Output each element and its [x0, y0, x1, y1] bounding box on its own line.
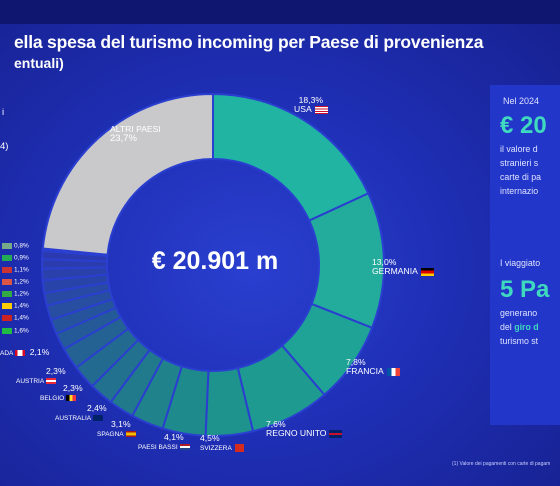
small-value: 1,1%: [14, 266, 29, 274]
small-value: 1,6%: [14, 327, 29, 335]
label-francia: 7,8% FRANCIA: [346, 357, 400, 377]
info-value: € 20: [500, 112, 547, 139]
label-spagna-value: 3,1%: [111, 419, 131, 429]
info-line-1: il valore d: [500, 144, 538, 154]
small-value: 1,4%: [14, 302, 29, 310]
info-line2-3: turismo st: [500, 336, 539, 346]
label-altri-paesi-value: 23,7%: [110, 133, 137, 145]
belgium-flag-icon: [66, 394, 77, 401]
small-flag-icon: [2, 243, 12, 249]
info-intro: I viaggiato: [500, 258, 541, 268]
info-line-2: stranieri s: [500, 158, 539, 168]
small-label-8: 1,6%: [0, 328, 29, 336]
label-svizzera: 4,5% SVIZZERA: [200, 433, 244, 453]
label-belgio-name: BELGIO: [40, 395, 65, 403]
info-big: 5 Pa: [500, 276, 550, 303]
france-flag-icon: [386, 367, 400, 376]
footnote: (1) Valore dei pagamenti con carte di pa…: [452, 461, 551, 467]
label-regno-unito: 7,6% REGNO UNITO: [266, 419, 343, 439]
small-label-3: 1,1%: [0, 267, 29, 275]
small-flag-icon: [2, 291, 12, 297]
label-paesi-bassi-name: PAESI BASSI: [138, 444, 178, 452]
label-germania-value: 13,0%: [372, 257, 397, 267]
donut-slice-usa: [212, 92, 370, 222]
info-panel: [490, 85, 560, 425]
spain-flag-icon: [125, 430, 136, 437]
page-title: ella spesa del turismo incoming per Paes…: [14, 32, 484, 52]
label-belgio: 2,3% BELGIO: [40, 383, 83, 403]
label-paesi-bassi-value: 4,1%: [164, 432, 184, 442]
label-regno-unito-value: 7,6%: [266, 419, 286, 429]
label-austria-value: 2,3%: [46, 366, 66, 376]
small-label-1: 0,8%: [0, 243, 29, 251]
info-date: Nel 2024: [503, 96, 540, 106]
label-usa-value: 18,3%: [298, 95, 324, 105]
small-label-7: 1,4%: [0, 315, 29, 323]
info-line2-2-text: del: [500, 322, 512, 332]
label-francia-value: 7,8%: [346, 357, 366, 367]
small-label-2: 0,9%: [0, 255, 29, 263]
donut-slice-altri-paesi: [41, 92, 214, 256]
small-value: 1,2%: [14, 290, 29, 298]
label-paesi-bassi: 4,1% PAESI BASSI: [138, 432, 192, 452]
switzerland-flag-icon: [234, 443, 244, 452]
label-austria-name: AUSTRIA: [16, 378, 45, 386]
label-canada-value: 2,1%: [29, 347, 50, 357]
label-canada-name: ADA: [0, 350, 14, 357]
germany-flag-icon: [420, 267, 434, 276]
label-australia-value: 2,4%: [87, 403, 107, 413]
small-flag-icon: [2, 328, 12, 334]
small-flag-icon: [2, 315, 12, 321]
info-line-3: carte di pa: [500, 172, 542, 182]
label-francia-name: FRANCIA: [346, 366, 384, 377]
small-label-6: 1,4%: [0, 303, 29, 311]
small-flag-icon: [2, 303, 12, 309]
small-flag-icon: [2, 279, 12, 285]
austria-flag-icon: [46, 377, 57, 384]
canada-flag-icon: [15, 349, 26, 356]
label-germania-name: GERMANIA: [372, 266, 418, 277]
small-value: 1,4%: [14, 314, 29, 322]
top-bar: [0, 0, 560, 24]
label-germania: 13,0% GERMANIA: [372, 257, 434, 277]
donut-slices: [41, 92, 385, 437]
small-flag-icon: [2, 255, 12, 261]
small-flag-icon: [2, 267, 12, 273]
small-value: 0,8%: [14, 242, 29, 250]
label-belgio-value: 2,3%: [63, 383, 83, 393]
netherlands-flag-icon: [179, 443, 190, 450]
uk-flag-icon: [329, 429, 343, 438]
small-value: 0,9%: [14, 254, 29, 262]
label-svizzera-value: 4,5%: [200, 433, 220, 443]
label-spagna-name: SPAGNA: [97, 431, 124, 439]
label-altri-paesi: ALTRI PAESI 23,7%: [110, 124, 161, 145]
donut-center-total: € 20.901 m: [151, 247, 279, 275]
info-accent: giro d: [514, 322, 539, 332]
label-austria: 2,3% AUSTRIA: [16, 366, 66, 386]
small-value: 1,2%: [14, 278, 29, 286]
left-fragment-2: 4): [0, 141, 9, 152]
info-line2-1: generano: [500, 308, 538, 318]
australia-flag-icon: [93, 414, 104, 421]
label-australia-name: AUSTRALIA: [55, 415, 92, 423]
label-spagna: 3,1% SPAGNA: [97, 419, 138, 439]
left-fragment-1: i: [2, 107, 5, 118]
label-regno-unito-name: REGNO UNITO: [266, 428, 327, 439]
small-label-4: 1,2%: [0, 279, 29, 287]
label-canada: ADA 2,1%: [0, 347, 50, 358]
label-altri-paesi-name: ALTRI PAESI: [110, 124, 161, 134]
label-usa: 18,3% USA: [294, 95, 328, 115]
label-australia: 2,4% AUSTRALIA: [55, 403, 107, 423]
small-label-5: 1,2%: [0, 291, 29, 299]
info-line2-2: del giro d: [500, 322, 539, 332]
label-svizzera-name: SVIZZERA: [200, 445, 232, 453]
label-usa-name: USA: [294, 104, 312, 115]
usa-flag-icon: [314, 105, 328, 114]
info-line-4: internazio: [500, 186, 539, 196]
page-subtitle: entuali): [14, 55, 64, 71]
